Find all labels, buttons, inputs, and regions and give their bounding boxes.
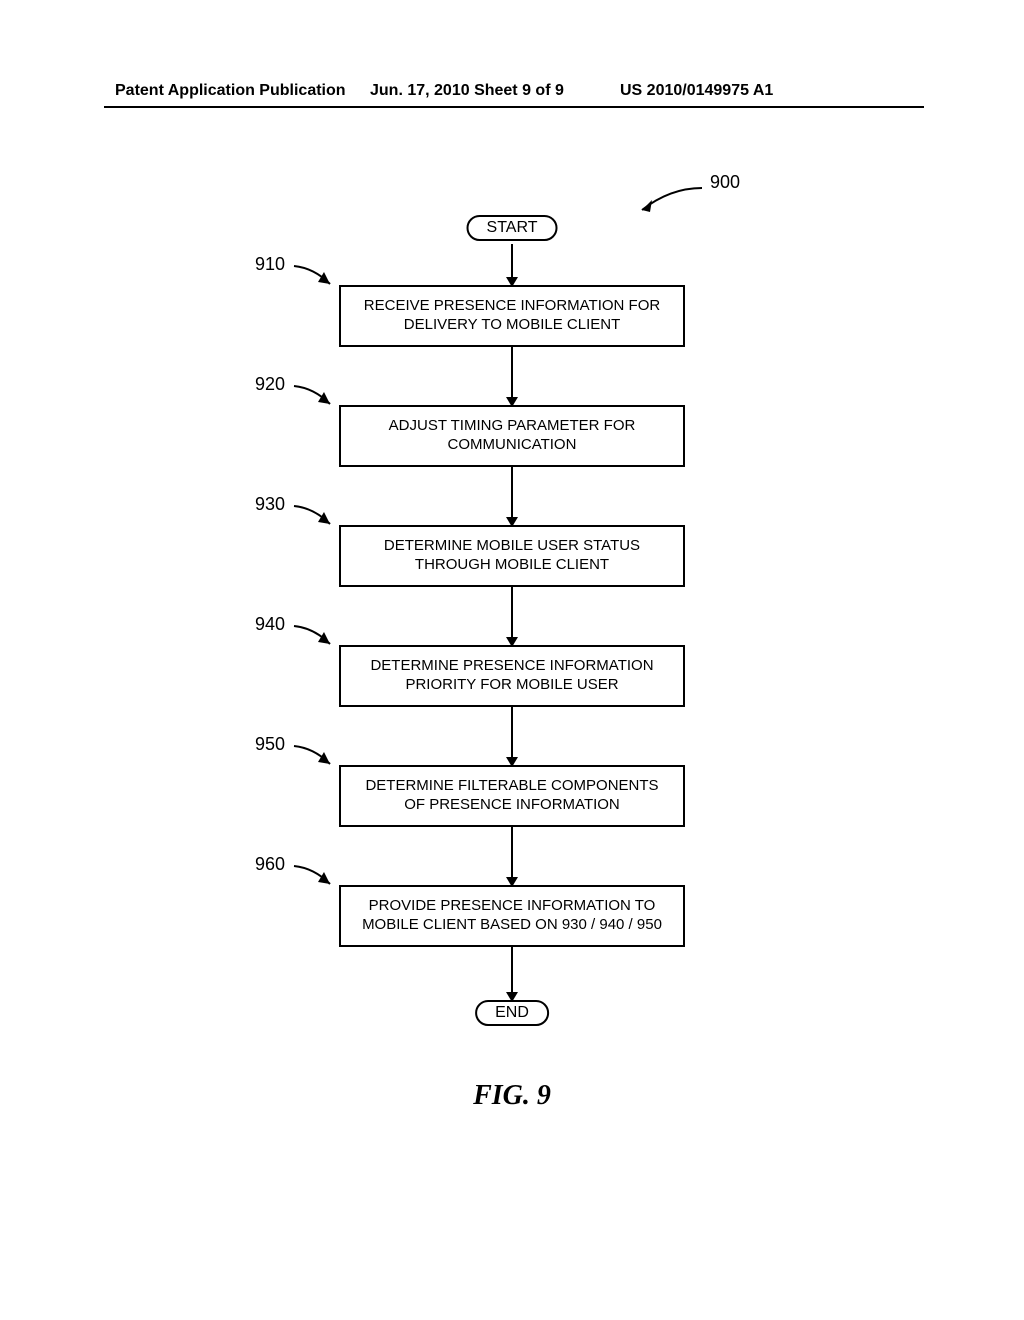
box-910-line2: DELIVERY TO MOBILE CLIENT xyxy=(404,316,620,333)
box-910-line1: RECEIVE PRESENCE INFORMATION FOR xyxy=(364,297,660,314)
arrow-3 xyxy=(511,586,513,637)
ref-950: 950 xyxy=(255,734,285,755)
ref-940: 940 xyxy=(255,614,285,635)
header-center: Jun. 17, 2010 Sheet 9 of 9 xyxy=(370,82,564,100)
pointer-920 xyxy=(290,382,340,412)
figure-ref-900: 900 xyxy=(710,172,740,193)
header-left: Patent Application Publication xyxy=(115,82,346,100)
ref-910: 910 xyxy=(255,254,285,275)
arrow-5 xyxy=(511,826,513,877)
pointer-950 xyxy=(290,742,340,772)
box-940-line1: DETERMINE PRESENCE INFORMATION xyxy=(370,657,653,674)
box-940: DETERMINE PRESENCE INFORMATION PRIORITY … xyxy=(339,645,685,707)
pointer-940 xyxy=(290,622,340,652)
arrow-2 xyxy=(511,466,513,517)
box-910: RECEIVE PRESENCE INFORMATION FOR DELIVER… xyxy=(339,285,685,347)
flowchart: 900 START 910 RECEIVE PRESENCE INFORMATI… xyxy=(0,160,1024,1210)
box-920: ADJUST TIMING PARAMETER FOR COMMUNICATIO… xyxy=(339,405,685,467)
header-right: US 2010/0149975 A1 xyxy=(620,82,773,100)
box-950-line1: DETERMINE FILTERABLE COMPONENTS xyxy=(365,777,658,794)
box-930: DETERMINE MOBILE USER STATUS THROUGH MOB… xyxy=(339,525,685,587)
box-940-line2: PRIORITY FOR MOBILE USER xyxy=(405,676,618,693)
arrow-6 xyxy=(511,946,513,992)
end-terminal: END xyxy=(475,1000,549,1026)
header-rule xyxy=(104,106,924,108)
figure-label: FIG. 9 xyxy=(473,1080,551,1112)
pointer-910 xyxy=(290,262,340,292)
pointer-900 xyxy=(630,178,710,218)
ref-930: 930 xyxy=(255,494,285,515)
box-930-line1: DETERMINE MOBILE USER STATUS xyxy=(384,537,640,554)
box-960-line2: MOBILE CLIENT BASED ON 930 / 940 / 950 xyxy=(362,916,662,933)
pointer-930 xyxy=(290,502,340,532)
box-950: DETERMINE FILTERABLE COMPONENTS OF PRESE… xyxy=(339,765,685,827)
ref-920: 920 xyxy=(255,374,285,395)
box-920-line1: ADJUST TIMING PARAMETER FOR xyxy=(389,417,636,434)
ref-960: 960 xyxy=(255,854,285,875)
arrow-4 xyxy=(511,706,513,757)
box-930-line2: THROUGH MOBILE CLIENT xyxy=(415,556,609,573)
arrow-0 xyxy=(511,244,513,277)
box-950-line2: OF PRESENCE INFORMATION xyxy=(404,796,620,813)
start-terminal: START xyxy=(467,215,558,241)
pointer-960 xyxy=(290,862,340,892)
box-960: PROVIDE PRESENCE INFORMATION TO MOBILE C… xyxy=(339,885,685,947)
box-920-line2: COMMUNICATION xyxy=(448,436,577,453)
arrow-1 xyxy=(511,346,513,397)
box-960-line1: PROVIDE PRESENCE INFORMATION TO xyxy=(369,897,656,914)
